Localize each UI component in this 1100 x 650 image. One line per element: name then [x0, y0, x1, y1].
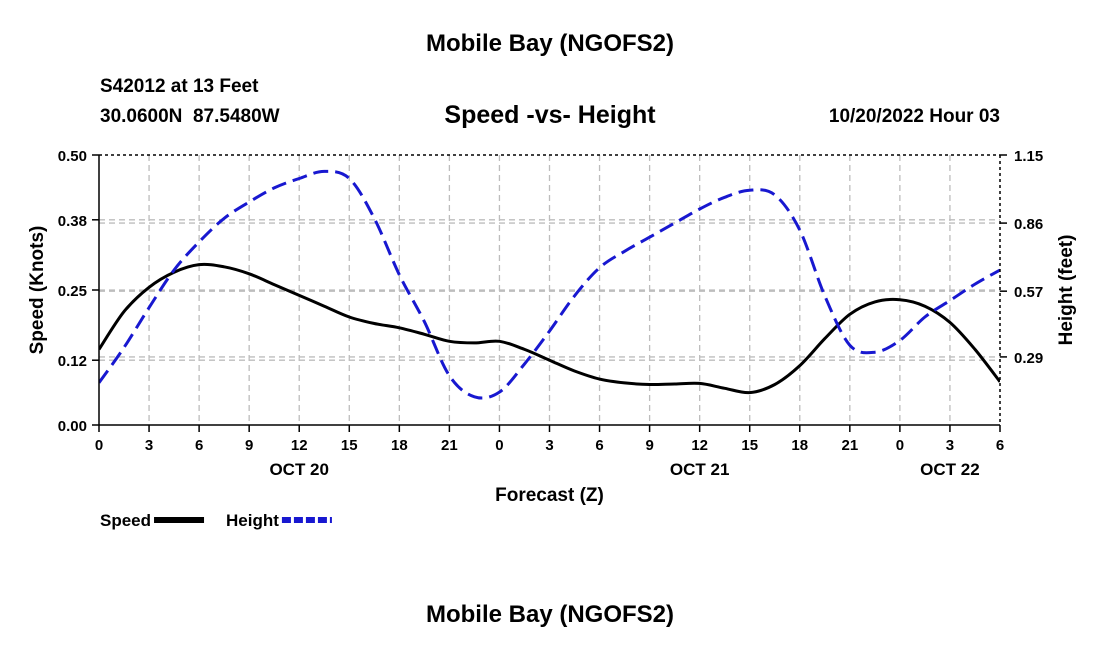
series-layer	[99, 169, 1000, 400]
y-tick-label-left: 0.50	[58, 148, 87, 165]
station-label: S42012 at 13 Feet	[100, 76, 259, 97]
forecast-datetime: 10/20/2022 Hour 03	[828, 106, 1000, 127]
x-tick-label: 3	[545, 437, 553, 454]
x-tick-label: 18	[391, 437, 408, 454]
chart-subtitle: Speed -vs- Height	[444, 101, 656, 129]
x-tick-label: 3	[145, 437, 153, 454]
x-axis-title: Forecast (Z)	[495, 485, 604, 506]
legend: Speed Height	[100, 511, 332, 530]
x-tick-label: 18	[791, 437, 808, 454]
x-tick-label: 6	[195, 437, 203, 454]
y-axis-title-left: Speed (Knots)	[27, 226, 48, 355]
x-tick-label: 6	[595, 437, 603, 454]
coordinates-label: 30.0600N 87.5480W	[100, 106, 280, 127]
speed-height-chart: 0.00 0.12 0.25 0.38 0.50 0.29 0.57 0.86 1.15 0 3 6 9…	[27, 148, 1077, 530]
y-tick-label-left: 0.12	[58, 353, 87, 370]
x-tick-label: 15	[341, 437, 358, 454]
date-label: OCT 21	[670, 460, 730, 479]
x-tick-label: 0	[95, 437, 103, 454]
y-tick-label-right: 0.57	[1014, 284, 1043, 301]
x-tick-label: 6	[996, 437, 1004, 454]
y-tick-label-left: 0.00	[58, 418, 87, 435]
legend-label-height: Height	[226, 511, 279, 530]
x-tick-label: 12	[691, 437, 708, 454]
y-tick-label-right: 0.86	[1014, 216, 1043, 233]
x-tick-label: 12	[291, 437, 308, 454]
y-tick-label-left: 0.38	[58, 213, 87, 230]
series-line-height	[99, 169, 1000, 400]
x-tick-label: 21	[441, 437, 458, 454]
x-tick-label: 3	[946, 437, 954, 454]
x-tick-label: 0	[896, 437, 904, 454]
footer-title: Mobile Bay (NGOFS2)	[425, 601, 675, 628]
x-tick-label: 9	[645, 437, 653, 454]
series-line-speed	[99, 262, 1000, 395]
x-tick-label: 15	[741, 437, 758, 454]
y-tick-label-right: 1.15	[1014, 148, 1043, 165]
x-tick-label: 9	[245, 437, 253, 454]
y-axis-title-right: Height (feet)	[1056, 235, 1077, 346]
y-tick-label-left: 0.25	[58, 283, 87, 300]
y-tick-label-right: 0.29	[1014, 350, 1043, 367]
x-tick-label: 21	[841, 437, 858, 454]
axes: 0.00 0.12 0.25 0.38 0.50 0.29 0.57 0.86 1.15 0 3 6 9…	[27, 148, 1077, 506]
date-label: OCT 20	[269, 460, 329, 479]
grid	[99, 155, 1000, 425]
legend-label-speed: Speed	[100, 511, 151, 530]
chart-title: Mobile Bay (NGOFS2)	[425, 30, 675, 57]
x-tick-label: 0	[495, 437, 503, 454]
date-label: OCT 22	[920, 460, 980, 479]
